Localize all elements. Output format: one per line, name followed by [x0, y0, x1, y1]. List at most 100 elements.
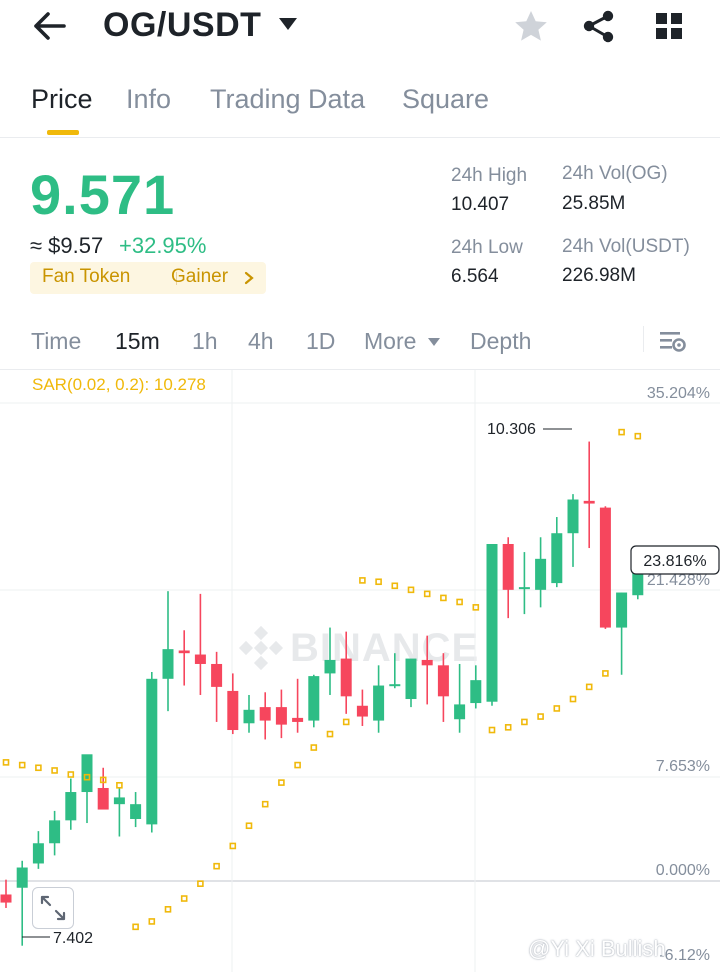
sar-point	[537, 713, 544, 720]
tab-square[interactable]: Square	[402, 84, 490, 114]
caret-down-icon	[428, 338, 440, 346]
sar-point	[83, 773, 91, 781]
interval-1h[interactable]: 1h	[192, 328, 218, 354]
candle-up	[162, 649, 174, 679]
current-price-marker	[630, 545, 720, 575]
tab-info[interactable]: Info	[126, 84, 172, 114]
grid-menu-button[interactable]	[650, 8, 688, 44]
sar-point	[375, 578, 382, 586]
low-label: 24h Low	[451, 237, 523, 258]
change-percent: +32.95%	[119, 233, 207, 258]
binance-logo-icon	[238, 625, 284, 671]
sar-point	[342, 718, 350, 726]
share-button[interactable]	[580, 8, 618, 44]
last-price: 9.571	[30, 163, 176, 226]
expand-icon	[40, 895, 66, 921]
vol-base-value: 25.85M	[562, 193, 626, 214]
interval-depth[interactable]: Depth	[470, 328, 532, 354]
sar-point	[310, 744, 318, 751]
sar-point	[634, 432, 642, 440]
interval-time[interactable]: Time	[31, 328, 82, 354]
max-price-annotation: 10.306	[487, 421, 536, 438]
active-tab-indicator	[47, 130, 79, 135]
tag-gainer: Gainer	[171, 266, 229, 287]
sar-point	[326, 730, 334, 738]
candle-up	[49, 820, 61, 844]
caret-down-icon[interactable]	[278, 16, 298, 32]
chevron-right-icon	[244, 271, 254, 285]
sar-point	[261, 800, 269, 808]
sar-point	[164, 906, 172, 913]
favorite-button[interactable]	[512, 8, 550, 44]
sar-point	[521, 718, 528, 726]
axis-label: 21.428%	[647, 572, 710, 589]
candle-down	[259, 707, 271, 721]
axis-label: 0.000%	[656, 862, 710, 879]
min-price-annotation: 7.402	[53, 930, 93, 947]
sar-point	[132, 923, 139, 931]
interval-bar: Time 15m 1h 4h 1D More Depth	[0, 318, 720, 370]
sar-point	[440, 594, 447, 602]
sar-point	[278, 779, 285, 786]
candle-up	[470, 680, 482, 704]
interval-15m[interactable]: 15m	[115, 328, 160, 354]
candle-down	[227, 690, 239, 731]
sar-point	[585, 683, 593, 691]
tag-pill[interactable]: Fan Token Gainer	[30, 262, 266, 294]
candle-up	[130, 804, 142, 819]
candle-up	[632, 570, 644, 596]
high-value: 10.407	[451, 194, 510, 215]
sar-point	[51, 767, 58, 774]
candle-up	[616, 592, 628, 628]
sar-point	[116, 781, 123, 789]
sar-point	[180, 895, 188, 902]
sar-point	[553, 705, 561, 712]
chart-settings-button[interactable]	[657, 326, 687, 356]
star-icon	[515, 11, 547, 41]
share-icon	[583, 10, 614, 43]
candle-down	[437, 665, 449, 697]
sar-point	[488, 726, 496, 734]
back-button[interactable]	[30, 8, 70, 44]
vol-quote-value: 226.98M	[562, 265, 636, 286]
interval-4h[interactable]: 4h	[248, 328, 274, 354]
sar-point	[391, 582, 399, 590]
candle-up	[243, 709, 255, 724]
candle-down	[502, 544, 514, 590]
candlestick-chart[interactable]: 35.204% 21.428% 7.653% 0.000% -6.12% 23.…	[0, 370, 720, 972]
fullscreen-button[interactable]	[32, 887, 74, 929]
candle-up	[535, 558, 547, 590]
sar-point	[423, 590, 431, 598]
sar-point	[456, 598, 463, 606]
low-value: 6.564	[451, 266, 499, 287]
axis-label: 35.204%	[647, 385, 710, 402]
tab-price[interactable]: Price	[31, 84, 93, 114]
sar-point	[67, 771, 75, 778]
candle-down	[275, 707, 287, 725]
candle-up	[551, 533, 563, 584]
sar-point	[407, 586, 415, 594]
candle-up	[65, 792, 77, 821]
current-price-marker-text: 23.816%	[643, 553, 706, 570]
sar-point	[472, 604, 480, 611]
sar-point	[602, 670, 609, 677]
pair-title[interactable]: OG/USDT	[103, 6, 262, 44]
tag-fan-token: Fan Token	[42, 266, 131, 287]
high-label: 24h High	[451, 165, 528, 186]
interval-more[interactable]: More	[364, 328, 417, 354]
candle-down	[583, 500, 595, 504]
exchange-watermark: BINANCE	[238, 620, 488, 676]
candle-down	[0, 894, 12, 903]
sar-point	[245, 822, 253, 830]
sar-point	[504, 724, 512, 731]
candle-down	[97, 787, 109, 810]
watermark-text: BINANCE	[290, 626, 480, 670]
candle-up	[389, 684, 401, 687]
candle-down	[356, 705, 368, 717]
tab-trading-data[interactable]: Trading Data	[210, 84, 366, 114]
interval-1d[interactable]: 1D	[306, 328, 336, 354]
sar-point	[99, 776, 107, 784]
candle-down	[178, 650, 190, 654]
candle-up	[113, 797, 125, 805]
sar-point	[294, 761, 301, 769]
